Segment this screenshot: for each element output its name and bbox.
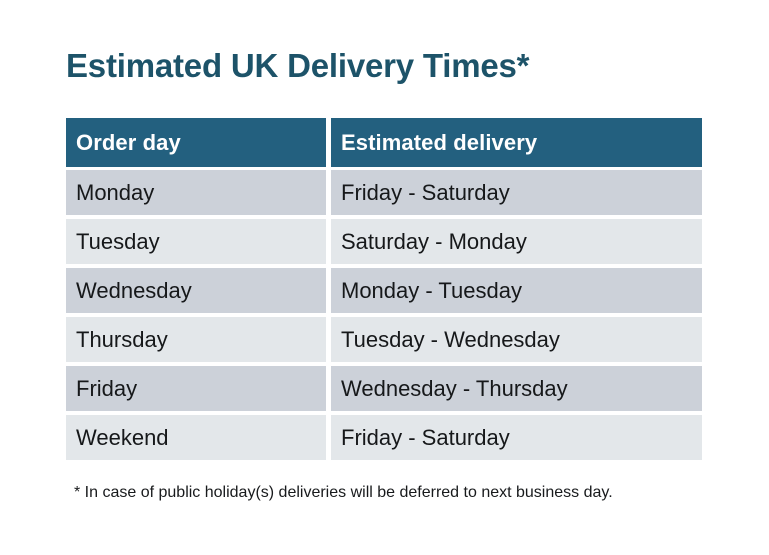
cell-order-day: Thursday — [66, 317, 326, 362]
table-row: Monday Friday - Saturday — [66, 170, 702, 215]
delivery-times-table: Order day Estimated delivery Monday Frid… — [66, 118, 702, 460]
cell-order-day: Tuesday — [66, 219, 326, 264]
table-row: Thursday Tuesday - Wednesday — [66, 317, 702, 362]
cell-estimated-delivery: Tuesday - Wednesday — [331, 317, 702, 362]
cell-estimated-delivery: Friday - Saturday — [331, 170, 702, 215]
cell-order-day: Monday — [66, 170, 326, 215]
cell-estimated-delivery: Saturday - Monday — [331, 219, 702, 264]
cell-order-day: Weekend — [66, 415, 326, 460]
column-header-order-day: Order day — [66, 118, 326, 167]
cell-order-day: Friday — [66, 366, 326, 411]
table-row: Friday Wednesday - Thursday — [66, 366, 702, 411]
table-row: Wednesday Monday - Tuesday — [66, 268, 702, 313]
table-header-row: Order day Estimated delivery — [66, 118, 702, 167]
column-header-estimated-delivery: Estimated delivery — [331, 118, 702, 167]
cell-estimated-delivery: Wednesday - Thursday — [331, 366, 702, 411]
footnote-text: * In case of public holiday(s) deliverie… — [74, 484, 613, 501]
cell-estimated-delivery: Friday - Saturday — [331, 415, 702, 460]
cell-estimated-delivery: Monday - Tuesday — [331, 268, 702, 313]
cell-order-day: Wednesday — [66, 268, 326, 313]
table-row: Weekend Friday - Saturday — [66, 415, 702, 460]
table-row: Tuesday Saturday - Monday — [66, 219, 702, 264]
page-title: Estimated UK Delivery Times* — [66, 47, 530, 84]
